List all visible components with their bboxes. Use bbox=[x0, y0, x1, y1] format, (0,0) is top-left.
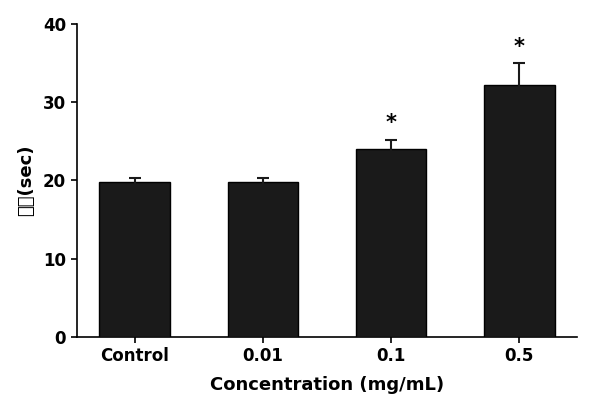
Bar bbox=[356, 149, 426, 337]
Bar bbox=[99, 182, 170, 337]
Text: *: * bbox=[514, 37, 525, 57]
Bar bbox=[228, 182, 298, 337]
Text: *: * bbox=[386, 113, 397, 133]
Bar bbox=[484, 85, 555, 337]
X-axis label: Concentration (mg/mL): Concentration (mg/mL) bbox=[210, 376, 444, 394]
Y-axis label: 시간(sec): 시간(sec) bbox=[17, 145, 34, 216]
